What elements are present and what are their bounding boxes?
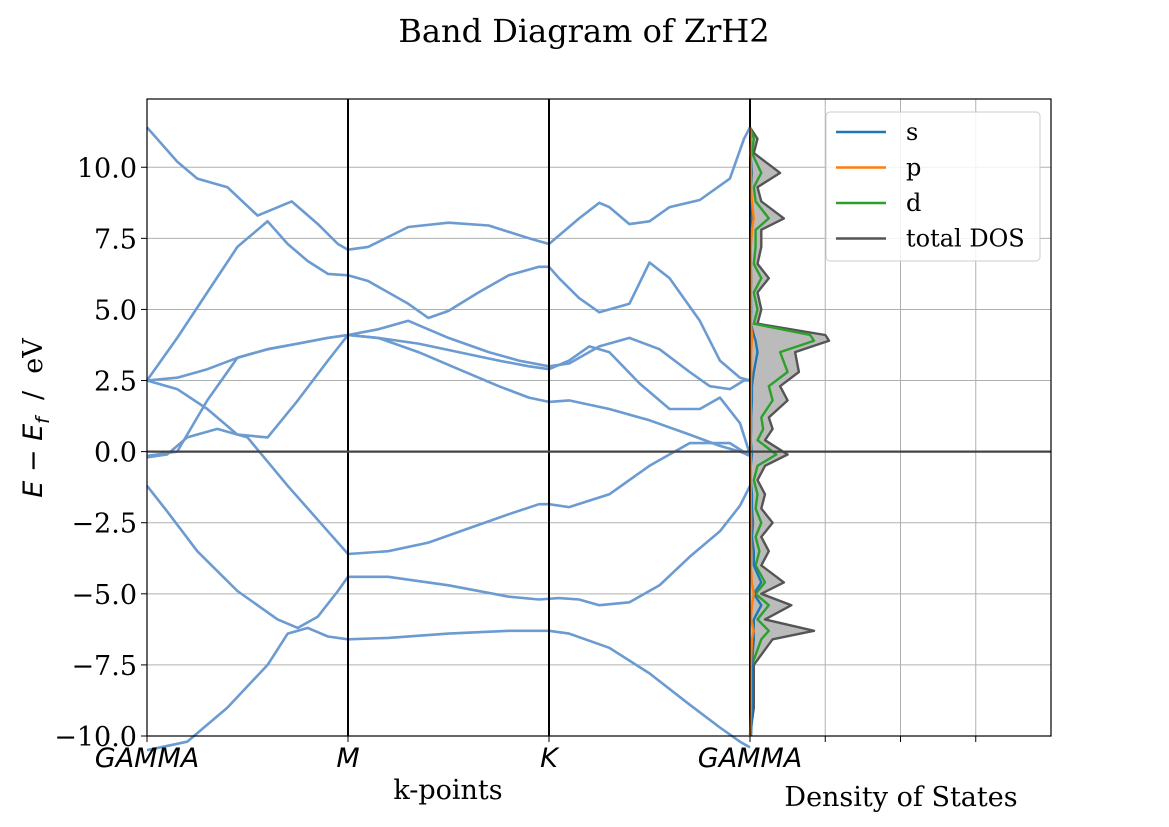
k-point-label: GAMMA	[698, 743, 802, 774]
y-tick-label: 7.5	[94, 224, 137, 255]
figure-title: Band Diagram of ZrH2	[398, 12, 769, 50]
k-point-label: K	[540, 743, 560, 774]
y-tick-label: −10.0	[54, 722, 137, 753]
y-tick-label: 10.0	[77, 153, 137, 184]
band-line	[146, 626, 751, 752]
y-tick-label: 2.5	[94, 367, 137, 398]
band-lines	[145, 126, 752, 752]
total-dos-fill	[750, 127, 829, 736]
legend-label: s	[906, 118, 918, 146]
band-line	[146, 333, 751, 458]
kpoint-divider-lines	[347, 99, 751, 736]
y-tick-label: 0.0	[94, 438, 137, 469]
legend-box	[825, 111, 1041, 262]
dos-panel: Density of States spd total DOS	[748, 98, 1052, 813]
y-axis-label: E − Ef / eV	[18, 338, 54, 498]
x-axis-label: k-points	[393, 775, 502, 806]
y-tick-label: −7.5	[71, 651, 137, 682]
legend-label: d	[906, 189, 921, 217]
y-tick-label: −5.0	[71, 580, 137, 611]
k-point-label: GAMMA	[95, 743, 199, 774]
band-structure-panel: −10.0 −7.5 −5.0 −2.5 0.0 2.5 5.0 7.5 10.0 GAMMA M…	[18, 98, 802, 806]
k-point-ticks: GAMMA M K GAMMA	[95, 736, 802, 774]
y-tick-label: −2.5	[71, 509, 137, 540]
dos-x-ticks	[824, 736, 977, 742]
band-line	[146, 126, 752, 251]
band-line	[146, 427, 751, 556]
dos-x-axis-label: Density of States	[784, 782, 1017, 813]
band-line	[145, 484, 752, 630]
y-axis-ticks: −10.0 −7.5 −5.0 −2.5 0.0 2.5 5.0 7.5 10.0	[54, 153, 147, 753]
legend-label: total DOS	[906, 225, 1025, 253]
dos-line-d	[748, 127, 816, 737]
band-line	[146, 319, 750, 391]
dos-lines	[748, 126, 831, 737]
dos-line-total-dos	[748, 126, 831, 737]
y-tick-label: 5.0	[94, 295, 137, 326]
band-line	[146, 333, 752, 455]
legend-label: p	[906, 154, 921, 182]
dos-legend: spd total DOS	[825, 111, 1041, 262]
k-point-label: M	[336, 743, 359, 774]
dos-line-p	[748, 127, 755, 737]
band-line	[145, 220, 751, 382]
band-panel-frame	[146, 98, 751, 737]
